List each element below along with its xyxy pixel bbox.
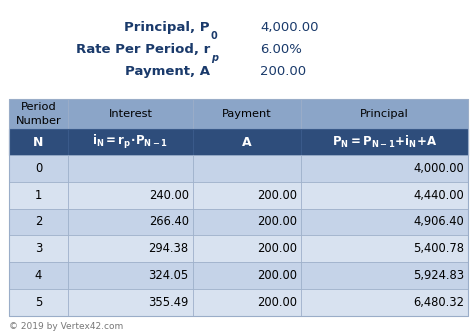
Text: Interest: Interest: [108, 109, 152, 119]
Text: 200.00: 200.00: [256, 296, 296, 309]
Text: 200.00: 200.00: [256, 269, 296, 282]
Text: 4,440.00: 4,440.00: [413, 189, 464, 202]
Text: 3: 3: [35, 242, 42, 255]
Bar: [68, 235, 192, 262]
Bar: [9, 129, 68, 155]
Text: 6,480.32: 6,480.32: [413, 296, 464, 309]
Text: 4,906.40: 4,906.40: [413, 215, 464, 228]
Text: 200.00: 200.00: [259, 65, 306, 78]
Text: Number: Number: [16, 116, 61, 126]
Text: 1: 1: [35, 189, 42, 202]
Text: $\mathbf{P_N = P_{N-1} \! + \! i_N \! + \! A}$: $\mathbf{P_N = P_{N-1} \! + \! i_N \! + …: [331, 134, 436, 150]
Bar: [68, 262, 192, 289]
Bar: [68, 182, 192, 208]
Bar: [192, 208, 300, 235]
Bar: [68, 155, 192, 182]
Bar: [300, 235, 467, 262]
Bar: [9, 99, 467, 316]
Bar: [300, 208, 467, 235]
Bar: [68, 99, 192, 129]
Bar: [300, 262, 467, 289]
Text: 2: 2: [35, 215, 42, 228]
Text: 0: 0: [210, 31, 217, 41]
Bar: [192, 235, 300, 262]
Text: Payment: Payment: [221, 109, 271, 119]
Text: 5,400.78: 5,400.78: [413, 242, 464, 255]
Text: 355.49: 355.49: [148, 296, 188, 309]
Text: Principal: Principal: [359, 109, 408, 119]
Bar: [9, 155, 68, 182]
Text: 200.00: 200.00: [256, 242, 296, 255]
Bar: [68, 208, 192, 235]
Text: 200.00: 200.00: [256, 189, 296, 202]
Bar: [300, 129, 467, 155]
Text: Principal, P: Principal, P: [124, 21, 209, 34]
Text: 4: 4: [35, 269, 42, 282]
Bar: [192, 182, 300, 208]
Bar: [192, 262, 300, 289]
Text: $\mathbf{i_N = r_p \! \cdot \! P_{N-1}}$: $\mathbf{i_N = r_p \! \cdot \! P_{N-1}}$: [92, 133, 168, 151]
Text: 4,000.00: 4,000.00: [259, 21, 318, 34]
Text: 200.00: 200.00: [256, 215, 296, 228]
Text: © 2019 by Vertex42.com: © 2019 by Vertex42.com: [9, 322, 123, 331]
Bar: [300, 289, 467, 316]
Bar: [192, 289, 300, 316]
Text: 0: 0: [35, 162, 42, 175]
Bar: [68, 129, 192, 155]
Text: N: N: [33, 136, 44, 149]
Text: 324.05: 324.05: [148, 269, 188, 282]
Bar: [9, 182, 68, 208]
Text: A: A: [241, 136, 251, 149]
Text: 4,000.00: 4,000.00: [413, 162, 464, 175]
Text: Period: Period: [20, 102, 56, 112]
Bar: [192, 129, 300, 155]
Bar: [300, 99, 467, 129]
Bar: [300, 155, 467, 182]
Bar: [9, 99, 68, 129]
Bar: [9, 262, 68, 289]
Bar: [68, 289, 192, 316]
Bar: [300, 182, 467, 208]
Text: 5,924.83: 5,924.83: [413, 269, 464, 282]
Text: 266.40: 266.40: [149, 215, 188, 228]
Bar: [9, 235, 68, 262]
Text: Payment, A: Payment, A: [125, 65, 209, 78]
Text: 294.38: 294.38: [148, 242, 188, 255]
Bar: [9, 289, 68, 316]
Text: Rate Per Period, r: Rate Per Period, r: [76, 43, 209, 56]
Bar: [192, 155, 300, 182]
Text: p: p: [210, 53, 218, 63]
Bar: [192, 99, 300, 129]
Bar: [9, 208, 68, 235]
Text: 5: 5: [35, 296, 42, 309]
Text: 240.00: 240.00: [149, 189, 188, 202]
Text: 6.00%: 6.00%: [259, 43, 301, 56]
